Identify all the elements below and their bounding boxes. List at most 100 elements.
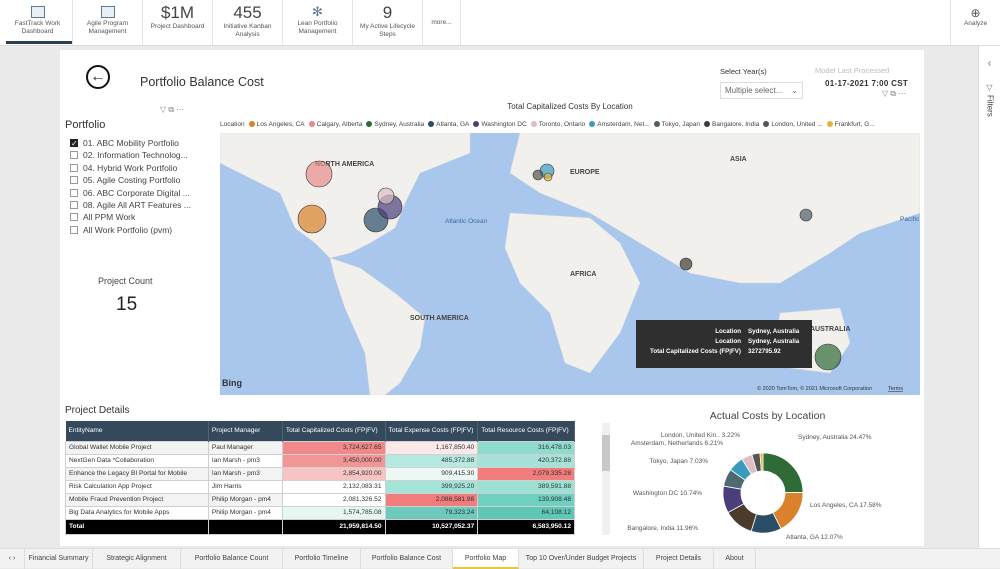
map-visual[interactable]: NORTH AMERICA EUROPE ASIA AFRICA SOUTH AMERI… (220, 133, 920, 395)
table-cell: 64,108.12 (477, 505, 575, 520)
tab-portfolio-map[interactable]: Portfolio Map (453, 549, 519, 569)
tile-agile-program[interactable]: Agile Program Management (73, 0, 143, 45)
checkbox[interactable] (70, 225, 78, 234)
tab-top-10-over-under-budget-projects[interactable]: Top 10 Over/Under Budget Projects (519, 549, 644, 569)
map-bubble[interactable] (297, 204, 327, 234)
map-bubble[interactable] (799, 208, 813, 222)
landmass (220, 133, 920, 395)
legend-item[interactable]: London, United ... (763, 121, 823, 128)
slicer-item[interactable]: 06. ABC Corporate Digital ... (70, 188, 190, 198)
analyze-button[interactable]: ⊕ Analyze (950, 0, 1000, 45)
column-header[interactable]: EntityName (65, 421, 209, 441)
legend-item[interactable]: Washington DC (473, 121, 527, 128)
select-year-dropdown[interactable]: Multiple select... ⌄ (720, 82, 803, 99)
donut-label: Washington DC 10.74% (633, 490, 702, 497)
donut-slice[interactable] (759, 452, 764, 472)
legend-item[interactable]: Tokyo, Japan (653, 121, 700, 128)
slicer-item[interactable]: 08. Agile All ART Features ... (70, 200, 191, 210)
slicer-item[interactable]: 05. Agile Costing Portfolio (70, 175, 180, 185)
map-title: Total Capitalized Costs By Location (507, 102, 633, 111)
tab-portfolio-timeline[interactable]: Portfolio Timeline (283, 549, 361, 569)
checkbox[interactable] (70, 188, 78, 197)
legend-item[interactable]: Bangalore, India (703, 121, 759, 128)
project-count-value: 15 (116, 294, 138, 315)
checkbox[interactable] (70, 151, 78, 160)
map-bubble[interactable] (543, 172, 553, 182)
legend-dot (366, 121, 373, 127)
slicer-item[interactable]: ✓ 01. ABC Mobility Portfolio (70, 138, 179, 148)
map-bubble[interactable] (679, 257, 693, 271)
filters-pane[interactable]: ‹ ▽ Filters (978, 46, 1000, 548)
map-label: NORTH AMERICA (315, 161, 374, 168)
checkbox[interactable] (70, 163, 78, 172)
column-header[interactable]: Project Manager (208, 421, 283, 441)
table-scrollbar[interactable] (602, 423, 610, 535)
filter-icon: ▽ (986, 83, 993, 92)
column-header[interactable]: Total Expense Costs (FP|FV) (385, 421, 479, 441)
slicer-header-icons[interactable]: ▽ ⧉ ⋯ (160, 105, 185, 114)
table-cell: NextGen Data *Collaboration (65, 453, 209, 468)
back-button[interactable]: ← (86, 65, 110, 89)
map-bubble[interactable] (814, 343, 842, 371)
map-bubble[interactable] (532, 169, 544, 181)
table-row[interactable]: Global Wallet Mobile Project Paul Manager… (65, 440, 575, 455)
empty-cell (207, 518, 283, 535)
tab-financial-summary[interactable]: Financial Summary (25, 549, 93, 569)
legend-item[interactable]: Los Angeles, CA (248, 121, 305, 128)
total-label: Total (65, 518, 209, 535)
tab-project-details[interactable]: Project Details (644, 549, 714, 569)
tile-fasttrack[interactable]: FastTrack Work Dashboard (3, 0, 73, 45)
donut-slice[interactable] (762, 452, 804, 494)
legend-dot (763, 121, 770, 127)
tile-more[interactable]: more... (423, 0, 461, 45)
table-row[interactable]: Risk Calculation App Project Jim Harris 2,… (65, 479, 575, 494)
visual-header-icons[interactable]: ▽ ⧉ ⋯ (882, 89, 907, 98)
map-label: Pacific Ocean (900, 216, 920, 223)
table-cell: 399,925.20 (384, 479, 479, 494)
slicer-item[interactable]: All PPM Work (70, 212, 135, 222)
table-cell: Ian Marsh - pm3 (207, 466, 283, 481)
model-processed-label: Model Last Processed (815, 66, 890, 75)
chevron-left-icon[interactable]: ‹ (987, 58, 992, 69)
tab-strategic-alignment[interactable]: Strategic Alignment (93, 549, 181, 569)
table-row[interactable]: Mobile Fraud Prevention Project Philip Mo… (65, 492, 575, 507)
tab-portfolio-balance-count[interactable]: Portfolio Balance Count (181, 549, 283, 569)
legend-item[interactable]: Amsterdam, Net... (589, 121, 650, 128)
donut-label: Sydney, Australia 24.47% (798, 434, 872, 441)
dashboard-icon (30, 6, 45, 18)
tile-lean-portfolio[interactable]: ✻ Lean Portfolio Management (283, 0, 353, 45)
tile-kanban[interactable]: 455 Initiative Kanban Analysis (213, 0, 283, 45)
checkbox[interactable] (70, 213, 78, 222)
legend-item[interactable]: Atlanta, GA (428, 121, 469, 128)
legend-item[interactable]: Sydney, Australia (366, 121, 424, 128)
map-bubble[interactable] (377, 187, 395, 205)
tab-about[interactable]: About (714, 549, 756, 569)
tile-project-dashboard[interactable]: $1M Project Dashboard (143, 0, 213, 45)
legend-item[interactable]: Calgary, Alberta (308, 121, 362, 128)
slicer-item[interactable]: All Work Portfolio (pvm) (70, 225, 172, 235)
bing-logo: Bing (222, 378, 242, 388)
donut-chart[interactable]: Sydney, Australia 24.47% Los Angeles, CA … (612, 425, 922, 545)
slicer-item[interactable]: 04. Hybrid Work Portfolio (70, 163, 177, 173)
legend-item[interactable]: Toronto, Ontario (530, 121, 585, 128)
legend-item[interactable]: Frankfurt, G... (826, 121, 875, 128)
column-header[interactable]: Total Resource Costs (FP|FV) (477, 421, 575, 441)
checkbox[interactable] (70, 201, 78, 209)
tab-nav-arrows[interactable]: ‹ › (0, 549, 25, 569)
map-bubble[interactable] (305, 160, 333, 188)
legend-dot (589, 121, 596, 127)
checkbox[interactable] (70, 176, 78, 185)
legend-dot (248, 121, 255, 127)
slicer-item[interactable]: 02. Information Technolog... (70, 150, 188, 160)
tab-portfolio-balance-cost[interactable]: Portfolio Balance Cost (361, 549, 453, 569)
table-row[interactable]: NextGen Data *Collaboration Ian Marsh - p… (65, 453, 575, 468)
column-header[interactable]: Total Capitalized Costs (FP|FV) (282, 421, 386, 441)
table-row[interactable]: Big Data Analytics for Mobile Apps Philip… (65, 505, 575, 520)
table-cell: 2,132,083.31 (281, 479, 386, 494)
model-processed-value: 01-17-2021 7:00 CST (825, 79, 909, 88)
tile-lifecycle[interactable]: 9 My Active Lifecycle Steps (353, 0, 423, 45)
terms-link[interactable]: Terms (888, 386, 903, 392)
checkbox[interactable]: ✓ (70, 139, 78, 148)
table-row[interactable]: Enhance the Legacy BI Portal for Mobile I… (65, 466, 575, 481)
table-cell: Mobile Fraud Prevention Project (65, 492, 209, 507)
